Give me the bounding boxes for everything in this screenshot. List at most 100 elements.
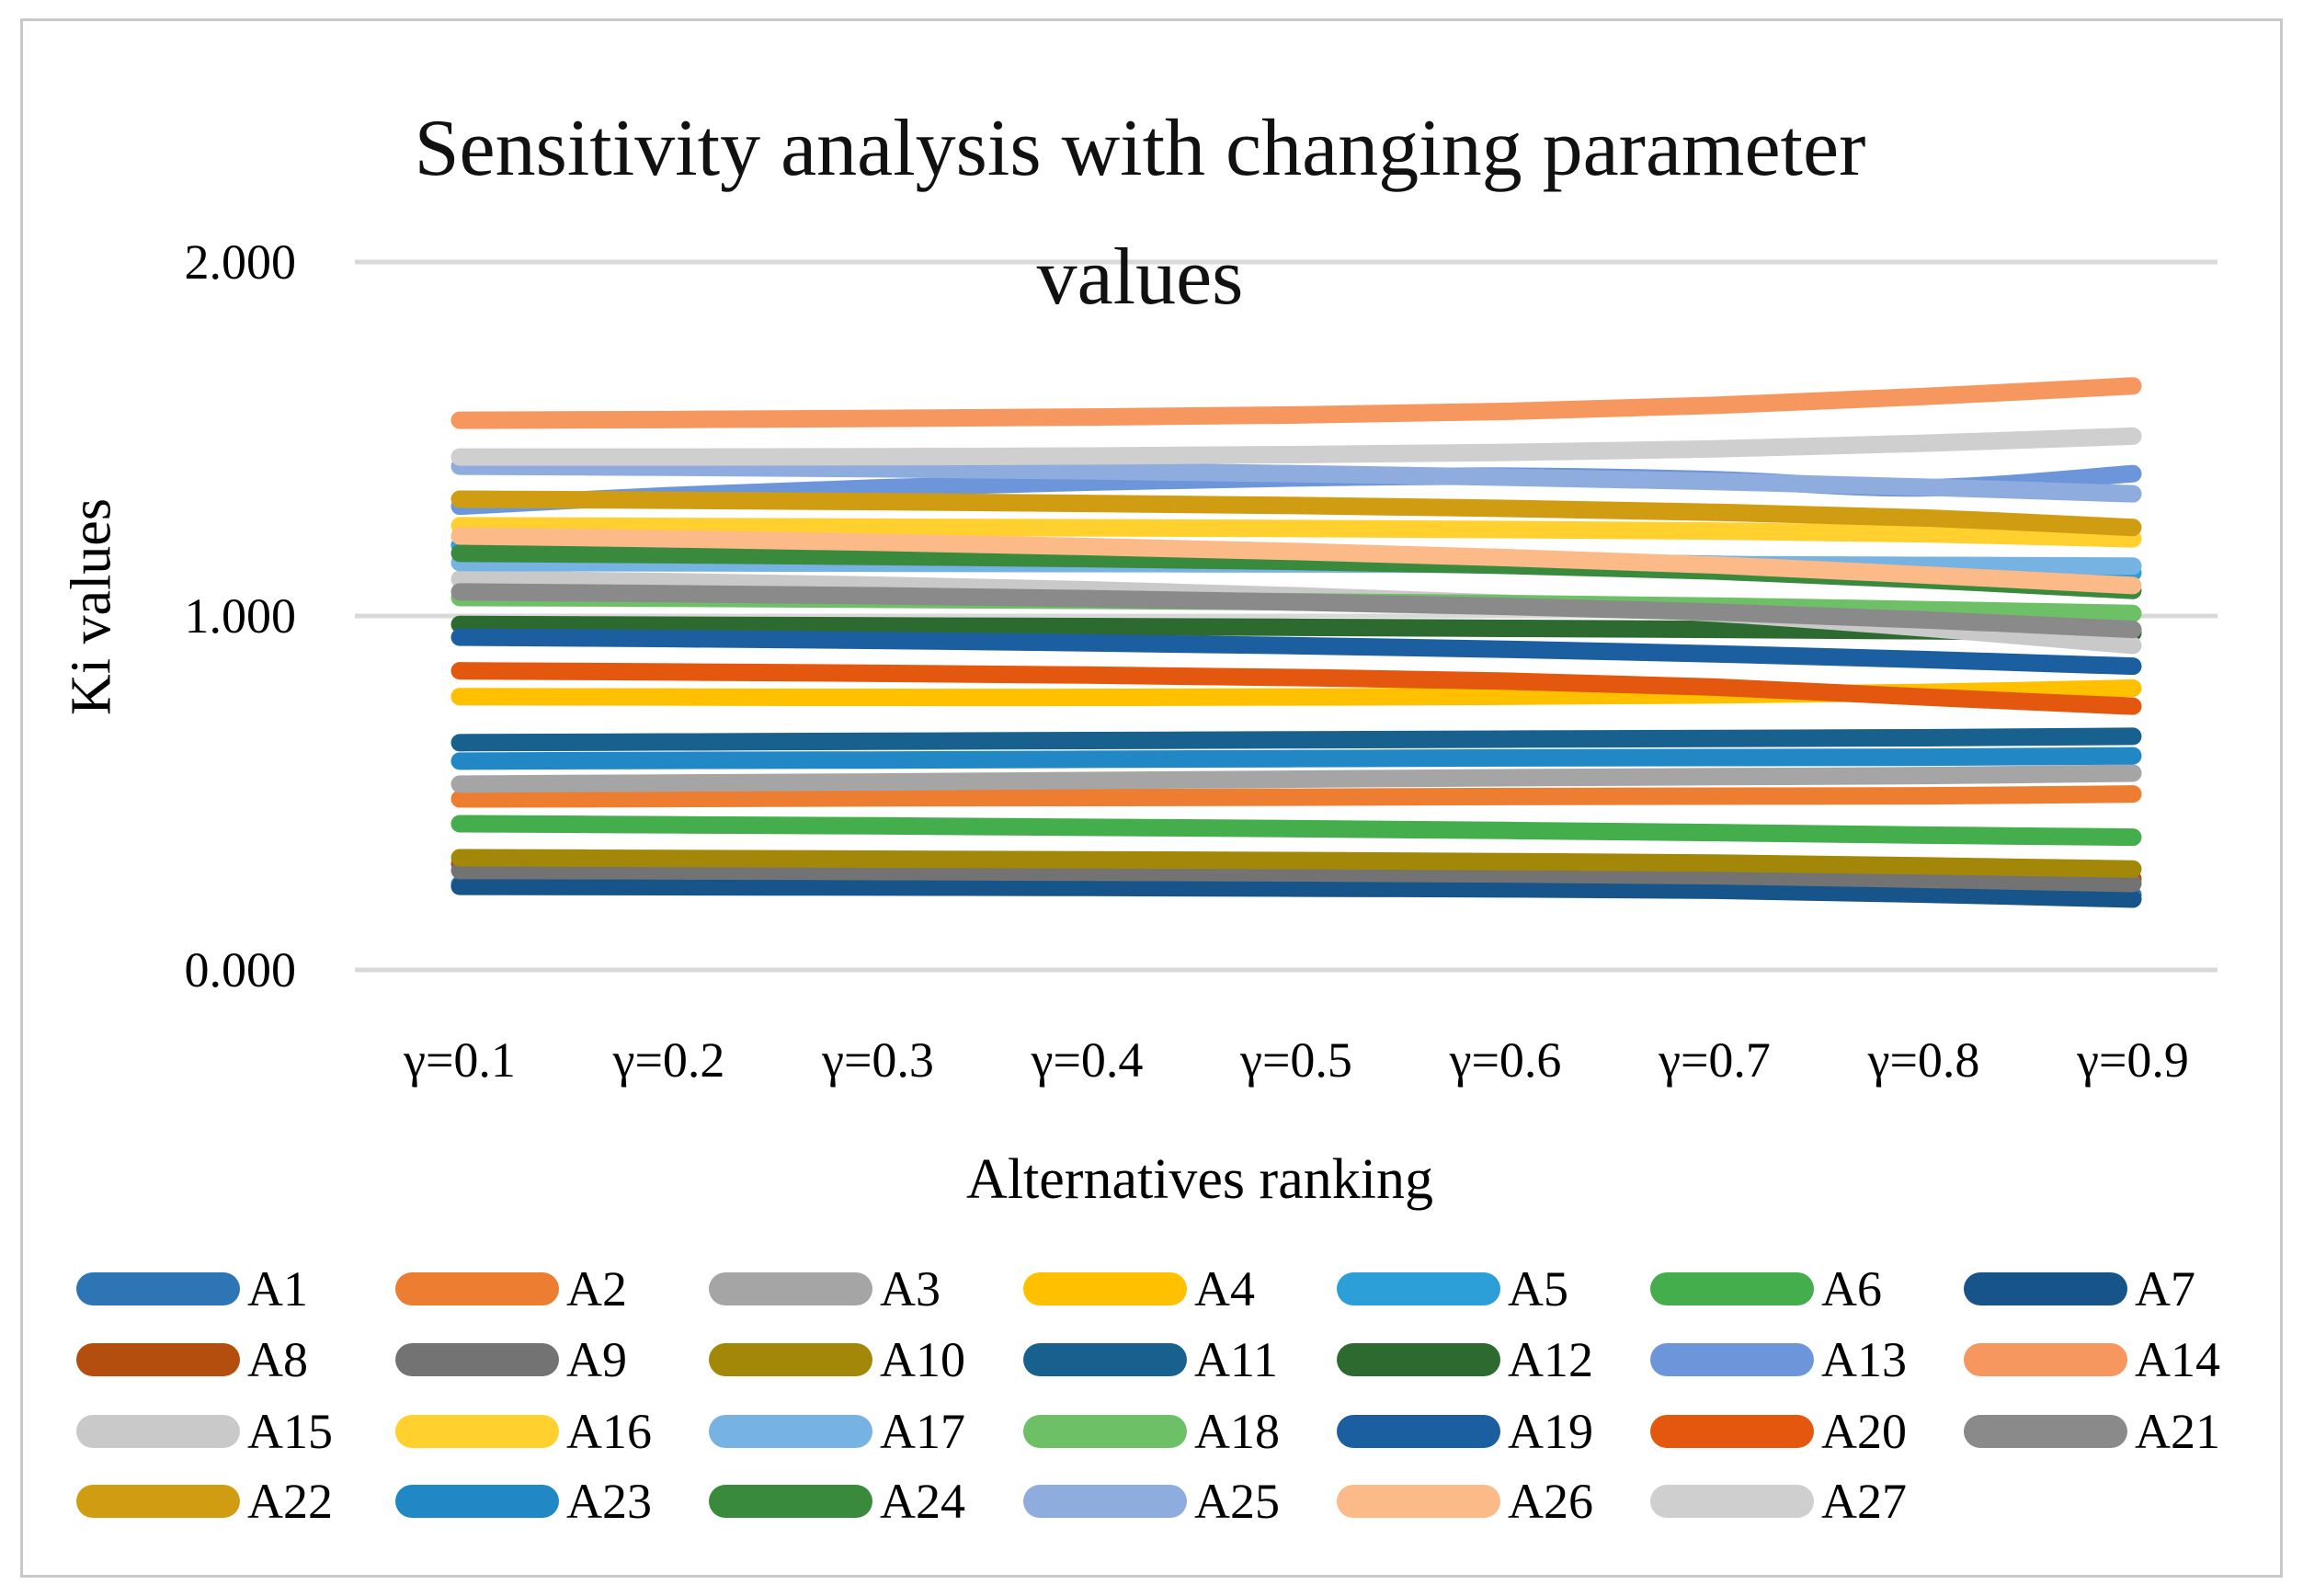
legend-label: A19 [1508, 1404, 1593, 1459]
legend-label: A4 [1194, 1261, 1255, 1317]
series-line-A10 [450, 849, 2142, 878]
chart-title-line2: values [1036, 233, 1244, 322]
legend-item-A18: A18 [1023, 1404, 1280, 1459]
series-line-A9 [450, 861, 2142, 893]
legend-label: A3 [880, 1261, 941, 1317]
series-line-A22 [450, 490, 2142, 537]
legend-item-A8: A8 [76, 1332, 308, 1387]
legend-item-A1: A1 [76, 1264, 308, 1314]
legend-swatch-icon [76, 1415, 240, 1448]
legend-swatch-icon [1337, 1272, 1500, 1305]
legend-item-A7: A7 [1964, 1261, 2195, 1317]
series-line-A26 [450, 527, 2142, 595]
series-line-A25 [450, 457, 2142, 503]
legend-swatch-icon [395, 1272, 559, 1305]
legend-item-A9: A9 [395, 1332, 627, 1387]
legend-label: A14 [2135, 1332, 2220, 1387]
legend-label: A8 [247, 1332, 308, 1387]
chart-title-line1: Sensitivity analysis with changing param… [414, 104, 1866, 193]
chart-title: Sensitivity analysis with changing param… [313, 85, 1967, 342]
x-tick-label: γ=0.1 [404, 1032, 516, 1088]
legend-label: A16 [566, 1404, 652, 1459]
legend-item-A4: A4 [1023, 1261, 1255, 1317]
legend-item-A21: A21 [1964, 1404, 2220, 1459]
legend-item-A20: A20 [1650, 1404, 1907, 1459]
legend-swatch-icon [709, 1343, 872, 1376]
legend-label: A5 [1508, 1261, 1568, 1317]
legend-swatch-icon [1964, 1343, 2127, 1376]
x-axis-title: Alternatives ranking [966, 1148, 1433, 1211]
legend-item-A16: A16 [395, 1404, 652, 1459]
legend-label: A22 [247, 1474, 333, 1529]
x-tick-label: γ=0.4 [1031, 1032, 1144, 1088]
legend-item-A13: A13 [1650, 1335, 1907, 1385]
series-line-A23 [450, 747, 2142, 770]
legend-swatch-icon [395, 1415, 559, 1448]
legend-label: A23 [566, 1474, 652, 1529]
legend-label: A27 [1821, 1474, 1907, 1529]
x-tick-label: γ=0.3 [822, 1032, 934, 1088]
legend-item-A25: A25 [1023, 1474, 1280, 1529]
legend-item-A23: A23 [395, 1474, 652, 1529]
legend-item-A17: A17 [709, 1404, 965, 1459]
legend-swatch-icon [76, 1485, 240, 1518]
legend-item-A22: A22 [76, 1474, 333, 1529]
legend-swatch-icon [709, 1415, 872, 1448]
legend-label: A26 [1508, 1474, 1593, 1529]
legend-label: A7 [2135, 1261, 2195, 1317]
legend-item-A14: A14 [1964, 1332, 2220, 1387]
legend-swatch-icon [1650, 1485, 1814, 1518]
legend-item-A19: A19 [1337, 1404, 1593, 1459]
legend-label: A6 [1821, 1261, 1882, 1317]
legend-swatch-icon [1023, 1485, 1187, 1518]
legend-item-A3: A3 [709, 1261, 941, 1317]
legend-label: A17 [880, 1404, 965, 1459]
legend-item-A6: A6 [1650, 1261, 1882, 1317]
x-tick-label: γ=0.6 [1449, 1032, 1562, 1088]
legend-item-A11: A11 [1023, 1332, 1278, 1387]
legend-label: A21 [2135, 1404, 2220, 1459]
series-line-A21 [450, 583, 2142, 639]
legend-swatch-icon [76, 1272, 240, 1305]
legend-swatch-icon [1023, 1343, 1187, 1376]
legend-label: A11 [1194, 1332, 1278, 1387]
legend-item-A12: A12 [1337, 1335, 1593, 1385]
legend-label: A15 [247, 1404, 333, 1459]
legend-swatch-icon [1650, 1272, 1814, 1305]
series-line-A14 [450, 377, 2142, 429]
legend-swatch-icon [1023, 1272, 1187, 1305]
series-line-A16 [450, 517, 2142, 548]
legend-swatch-icon [1650, 1343, 1814, 1376]
series-line-A19 [450, 628, 2142, 676]
legend-item-A10: A10 [709, 1335, 965, 1385]
legend-swatch-icon [1337, 1343, 1500, 1376]
legend-label: A25 [1194, 1474, 1280, 1529]
legend-swatch-icon [1337, 1485, 1500, 1518]
legend-item-A2: A2 [395, 1261, 627, 1317]
legend-swatch-icon [395, 1343, 559, 1376]
legend-item-A15: A15 [76, 1404, 333, 1459]
legend-label: A18 [1194, 1404, 1280, 1459]
series-line-A7 [450, 877, 2142, 908]
legend-label: A9 [566, 1332, 627, 1387]
series-line-A20 [450, 662, 2142, 715]
legend-swatch-icon [1023, 1415, 1187, 1448]
y-tick-label: 0.000 [184, 942, 297, 998]
legend-item-A27: A27 [1650, 1474, 1907, 1529]
x-tick-label: γ=0.8 [1867, 1032, 1980, 1088]
legend-swatch-icon [395, 1485, 559, 1518]
legend-swatch-icon [709, 1485, 872, 1518]
legend-label: A24 [880, 1474, 965, 1529]
series-line-A2 [450, 785, 2142, 808]
legend-label: A20 [1821, 1404, 1907, 1459]
x-tick-label: γ=0.2 [612, 1032, 725, 1088]
legend-item-A24: A24 [709, 1474, 965, 1529]
series-line-A11 [450, 727, 2142, 752]
legend-label: A2 [566, 1261, 627, 1317]
x-tick-label: γ=0.5 [1240, 1032, 1352, 1088]
y-tick-label: 1.000 [184, 588, 297, 644]
x-tick-label: γ=0.9 [2077, 1032, 2189, 1088]
series-line-A6 [450, 815, 2142, 847]
